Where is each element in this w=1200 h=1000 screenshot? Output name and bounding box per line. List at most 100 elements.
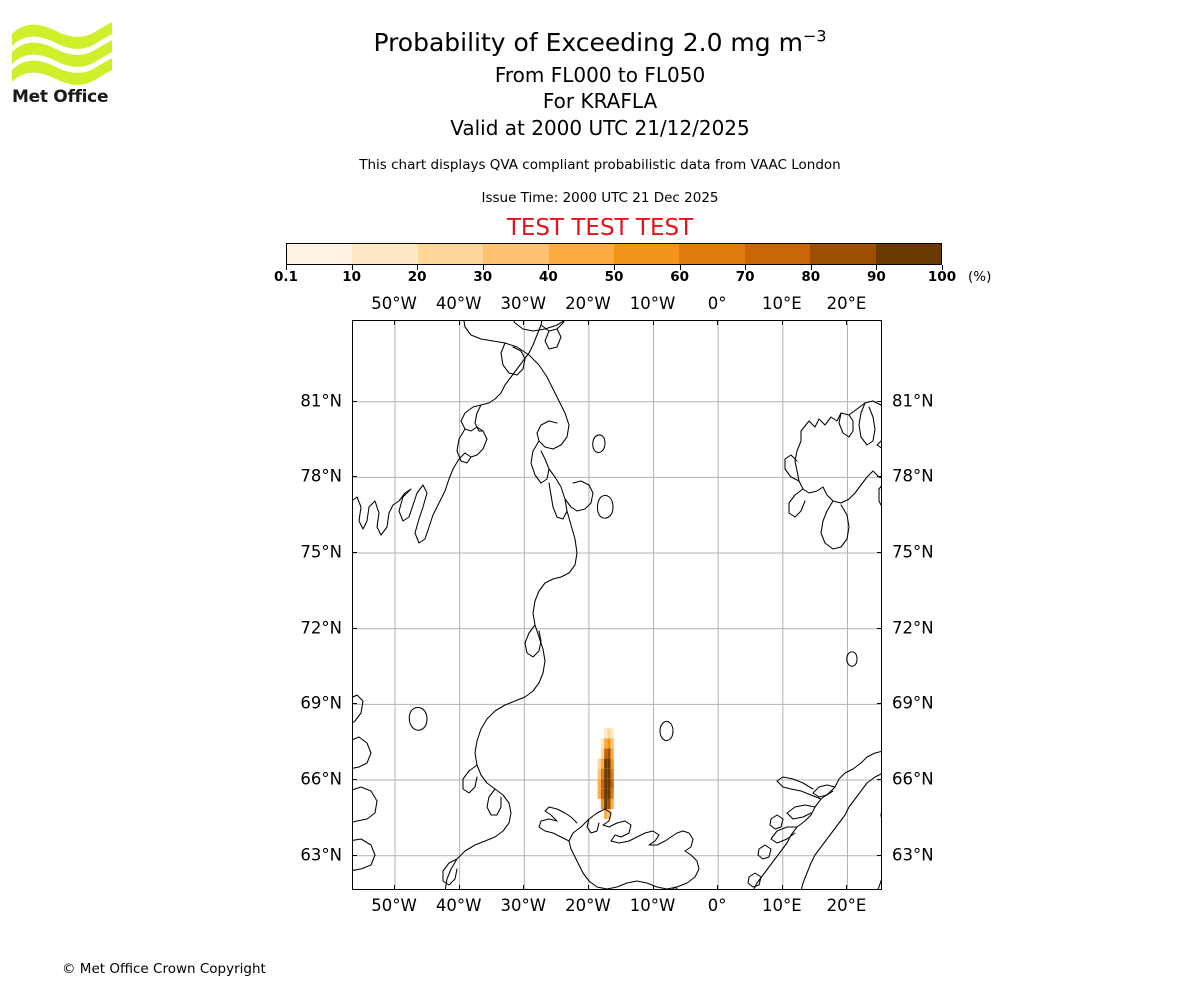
island-jan-mayen — [659, 720, 674, 742]
met-office-wave-mark — [12, 22, 112, 85]
colorbar-swatch-4 — [548, 244, 615, 264]
coastline-greenland-se-fjord-1 — [524, 624, 542, 658]
ash-cell — [597, 788, 601, 799]
ash-cell — [610, 748, 614, 759]
coastline-greenland-fjord-2 — [548, 468, 568, 520]
colorbar-swatch-2 — [417, 244, 484, 264]
coastline-svalbard-fjord-2 — [858, 402, 876, 446]
lat-tick-right-78°N — [877, 476, 882, 478]
lon-tick-top-20°W — [587, 320, 589, 325]
coastline-greenland-se — [444, 510, 578, 889]
ash-cell — [597, 758, 601, 769]
colorbar-swatch-5 — [614, 244, 680, 264]
met-office-logo: Met Office — [12, 22, 112, 112]
lat-label-right-81°N: 81°N — [892, 391, 934, 411]
lat-tick-left-78°N — [352, 476, 357, 478]
lon-tick-bottom-0° — [717, 885, 719, 890]
met-office-logo-text: Met Office — [12, 87, 109, 107]
colorbar-tick-label-100: 100 — [927, 269, 957, 285]
coastline-greenland-scoresby — [564, 480, 594, 512]
lon-tick-bottom-40°W — [458, 885, 460, 890]
coastline-norway-island-1 — [769, 814, 784, 830]
lon-label-bottom-0°: 0° — [707, 896, 727, 915]
colorbar-swatch-8 — [810, 244, 876, 264]
colorbar-tick-label-30: 30 — [473, 269, 493, 285]
coastline-svalbard-fjord-1 — [838, 412, 854, 438]
coastline-greenland — [353, 321, 543, 544]
colorbar — [286, 243, 942, 265]
lon-tick-bottom-20°E — [846, 885, 848, 890]
ash-cell — [610, 788, 614, 799]
ash-cell — [604, 788, 608, 799]
lon-label-bottom-20°W: 20°W — [565, 896, 611, 915]
page-title-text: Probability of Exceeding 2.0 mg m — [373, 28, 803, 57]
colorbar-swatch-6 — [679, 244, 745, 264]
lat-label-left-78°N: 78°N — [300, 466, 342, 486]
lon-label-bottom-30°W: 30°W — [500, 896, 547, 915]
lat-tick-left-63°N — [352, 854, 357, 856]
coastline-greenland-inlet-b — [474, 404, 484, 432]
lon-label-bottom-10°E: 10°E — [761, 896, 802, 915]
coastline-svalbard-spitsbergen — [794, 400, 881, 504]
lon-label-bottom-40°W: 40°W — [435, 896, 482, 915]
coastlines — [353, 321, 881, 889]
lon-label-top-40°W: 40°W — [435, 294, 482, 313]
coastline-sweden-finland — [877, 811, 881, 889]
lon-label-top-10°E: 10°E — [761, 294, 802, 313]
colorbar-swatch-0 — [287, 244, 353, 264]
colorbar-swatch-9 — [875, 244, 942, 264]
test-banner: TEST TEST TEST — [506, 215, 694, 241]
colorbar-unit-label: (%) — [968, 269, 992, 285]
ash-cell — [607, 738, 611, 749]
ash-cell — [604, 778, 608, 789]
colorbar-tick-50 — [614, 265, 615, 270]
ash-cell — [604, 728, 608, 739]
lat-tick-left-72°N — [352, 627, 357, 629]
lon-tick-top-20°E — [846, 320, 848, 325]
colorbar-tick-30 — [482, 265, 484, 270]
ash-cell — [607, 768, 611, 779]
ash-probability-field — [597, 728, 614, 820]
lat-tick-left-75°N — [352, 552, 357, 554]
volcano-subtitle: For KRAFLA — [542, 89, 658, 113]
ash-cell — [604, 748, 608, 759]
lon-label-top-20°W: 20°W — [565, 294, 611, 313]
lat-label-left-75°N: 75°N — [300, 542, 342, 562]
coastline-greenland-se-cape-4 — [353, 838, 376, 871]
lat-tick-right-81°N — [877, 400, 882, 402]
ash-cell — [600, 768, 605, 779]
lat-tick-left-69°N — [352, 703, 357, 705]
colorbar-tick-label-60: 60 — [670, 269, 689, 285]
ash-cell — [607, 728, 611, 739]
coastline-greenland-peninsula — [500, 342, 526, 376]
coastline-ne-greenland — [513, 321, 565, 332]
ash-cell — [600, 748, 605, 759]
lat-label-right-78°N: 78°N — [892, 466, 934, 486]
coastline-svalbard-nordaustlandet — [880, 404, 881, 406]
coastline-greenland-north-b — [544, 328, 562, 350]
valid-time-subtitle: Valid at 2000 UTC 21/12/2025 — [450, 116, 750, 140]
colorbar-tick-20 — [417, 265, 419, 270]
coastline-iceland — [568, 808, 700, 889]
colorbar-tick-70 — [745, 265, 747, 270]
lat-label-right-69°N: 69°N — [892, 693, 934, 713]
lat-tick-right-72°N — [877, 627, 882, 629]
coastline-greenland-fjord-1 — [530, 440, 550, 484]
coastline-greenland-se-cape — [353, 694, 364, 723]
lat-label-right-66°N: 66°N — [892, 769, 934, 789]
lon-tick-bottom-20°W — [587, 885, 589, 890]
coastline-norway-fjords-2 — [786, 804, 816, 820]
ash-cell — [604, 738, 608, 749]
colorbar-tick-label-90: 90 — [866, 269, 886, 285]
lon-tick-bottom-10°W — [652, 885, 654, 890]
lon-label-bottom-10°W: 10°W — [629, 896, 676, 915]
coastline-norway-fjords-3 — [770, 826, 798, 844]
coastline-norway — [753, 750, 881, 889]
coastline-greenland-se-cape-2 — [353, 736, 372, 769]
ash-cell — [610, 738, 614, 749]
colorbar-swatches — [286, 243, 942, 265]
ash-cell — [600, 798, 605, 810]
lon-tick-bottom-30°W — [523, 885, 525, 890]
coastline-greenland-se-fjord-2 — [486, 788, 502, 816]
page-title: Probability of Exceeding 2.0 mg m−3 — [0, 27, 1200, 58]
